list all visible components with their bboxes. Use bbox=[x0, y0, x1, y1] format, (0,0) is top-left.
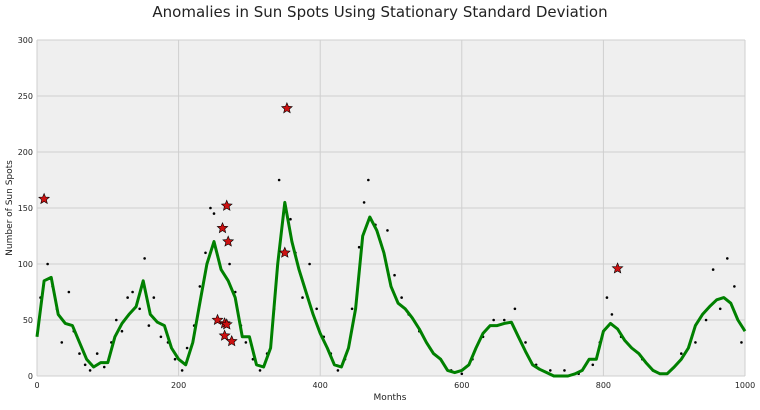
data-point bbox=[492, 318, 495, 322]
y-tick-label: 250 bbox=[18, 92, 33, 101]
data-point bbox=[126, 296, 129, 299]
data-point bbox=[185, 346, 189, 350]
data-point bbox=[711, 268, 715, 271]
anomaly-star bbox=[220, 199, 233, 211]
anomaly-star bbox=[218, 329, 231, 341]
moving-average-line bbox=[35, 200, 747, 378]
data-point bbox=[228, 262, 231, 266]
data-point bbox=[204, 251, 207, 255]
data-point bbox=[46, 262, 49, 266]
anomaly-star bbox=[280, 102, 293, 114]
data-point bbox=[301, 296, 304, 299]
data-point bbox=[88, 369, 92, 372]
data-point bbox=[244, 341, 248, 344]
data-point bbox=[131, 290, 134, 294]
data-point bbox=[277, 178, 281, 182]
data-point bbox=[67, 290, 71, 294]
data-point bbox=[138, 307, 141, 311]
data-point bbox=[102, 365, 106, 369]
data-point bbox=[159, 335, 163, 339]
x-tick-label: 1000 bbox=[735, 381, 755, 390]
chart-title: Anomalies in Sun Spots Using Stationary … bbox=[152, 3, 607, 21]
data-point bbox=[209, 206, 212, 210]
data-point bbox=[513, 307, 517, 311]
data-point bbox=[400, 296, 403, 299]
data-point bbox=[733, 285, 736, 288]
anomaly-star bbox=[216, 221, 229, 234]
data-point bbox=[393, 273, 396, 277]
data-point bbox=[173, 357, 177, 361]
data-point bbox=[605, 296, 609, 299]
data-point bbox=[726, 257, 729, 260]
data-point bbox=[704, 318, 708, 322]
anomaly-star bbox=[225, 335, 238, 347]
anomaly-star bbox=[278, 246, 291, 258]
data-point bbox=[152, 296, 156, 299]
anomaly-star bbox=[220, 318, 233, 330]
data-point bbox=[350, 307, 354, 311]
data-point bbox=[679, 352, 683, 355]
data-point bbox=[357, 245, 361, 249]
data-point bbox=[143, 257, 146, 260]
y-tick-label: 0 bbox=[28, 372, 33, 381]
x-tick-label: 800 bbox=[596, 381, 611, 390]
x-axis-label: Months bbox=[374, 393, 407, 403]
anomaly-star bbox=[222, 235, 235, 247]
y-axis-label: Number of Sun Spots bbox=[5, 160, 15, 256]
data-point bbox=[367, 178, 370, 182]
data-point bbox=[740, 341, 743, 344]
y-tick-label: 50 bbox=[23, 316, 33, 325]
data-point bbox=[78, 352, 81, 355]
data-point bbox=[83, 363, 87, 367]
x-tick-label: 400 bbox=[313, 381, 328, 390]
data-point bbox=[460, 372, 464, 376]
y-tick-label: 150 bbox=[18, 204, 33, 213]
data-point bbox=[289, 217, 292, 221]
data-point bbox=[362, 201, 366, 204]
anomaly-star bbox=[611, 262, 624, 274]
data-point bbox=[212, 212, 216, 215]
data-point bbox=[114, 318, 118, 322]
data-point bbox=[258, 369, 262, 372]
y-tick-label: 200 bbox=[18, 148, 33, 157]
data-point bbox=[386, 229, 389, 232]
anomaly-star bbox=[38, 192, 51, 205]
x-tick-label: 600 bbox=[454, 381, 469, 390]
data-point bbox=[180, 369, 184, 372]
data-point bbox=[591, 363, 595, 367]
y-tick-label: 300 bbox=[18, 36, 33, 45]
data-point bbox=[60, 341, 64, 344]
data-point bbox=[336, 369, 340, 372]
data-point bbox=[694, 341, 697, 344]
data-point bbox=[718, 307, 722, 311]
data-point bbox=[315, 307, 318, 311]
data-point bbox=[563, 369, 566, 372]
data-point bbox=[198, 285, 202, 288]
x-tick-label: 200 bbox=[171, 381, 186, 390]
data-point bbox=[610, 313, 614, 316]
data-point bbox=[549, 369, 552, 372]
data-point bbox=[524, 341, 527, 344]
data-point bbox=[502, 318, 506, 322]
data-point bbox=[308, 262, 311, 266]
x-tick-label: 0 bbox=[34, 381, 39, 390]
data-point bbox=[95, 352, 99, 355]
data-point bbox=[147, 324, 151, 327]
y-tick-label: 100 bbox=[18, 260, 33, 269]
data-point bbox=[120, 329, 124, 333]
